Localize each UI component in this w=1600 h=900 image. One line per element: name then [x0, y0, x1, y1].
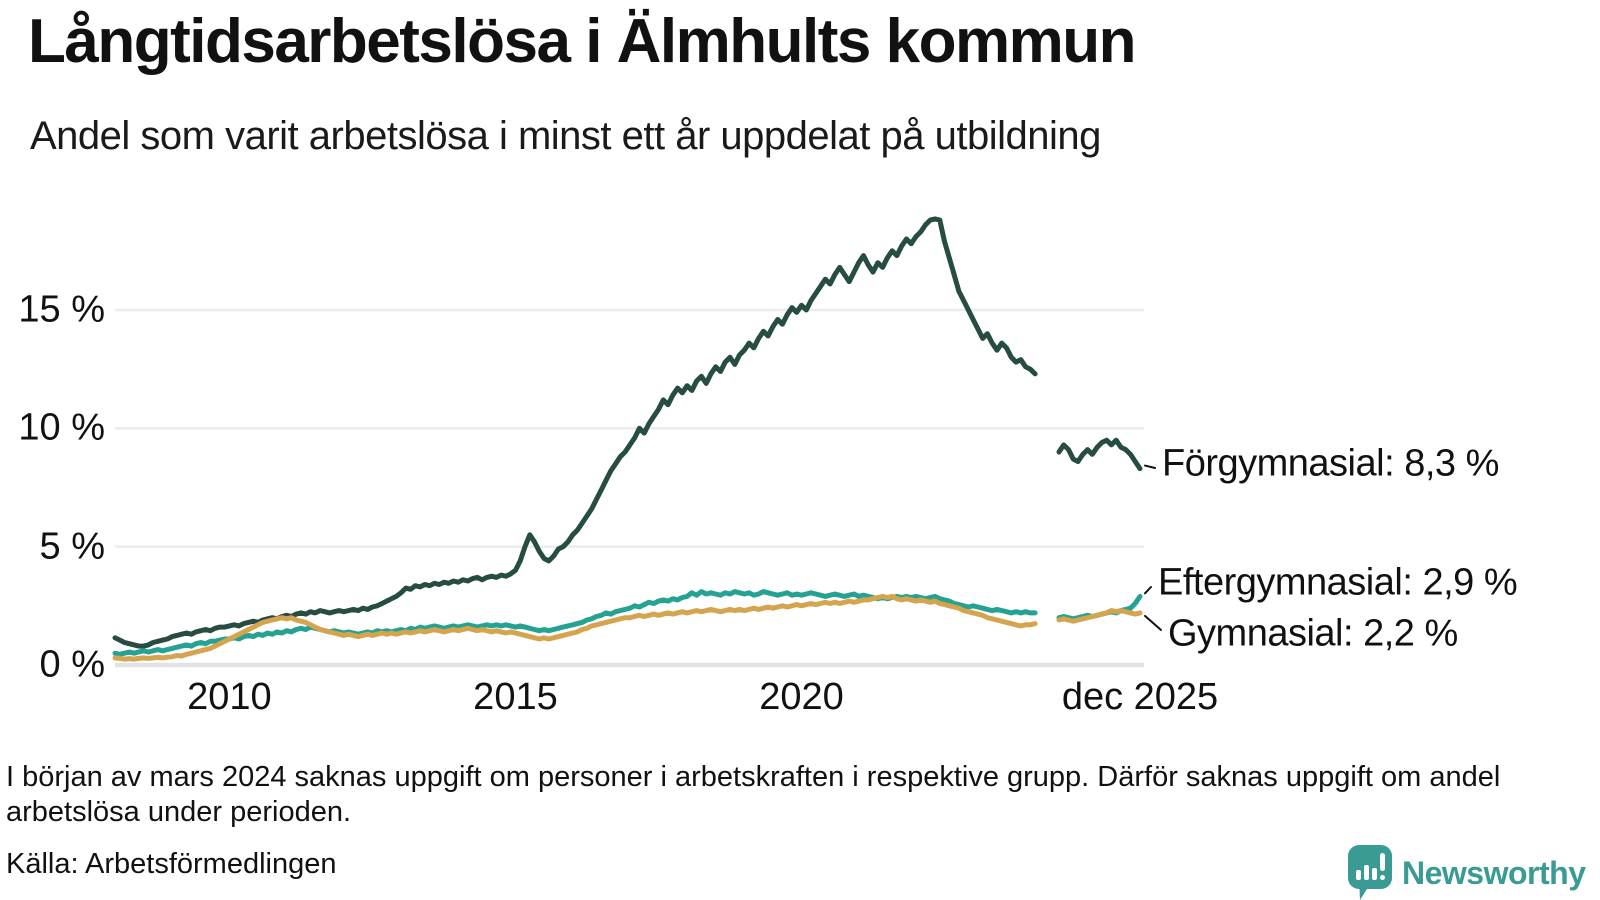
- page-title: Långtidsarbetslösa i Älmhults kommun: [28, 7, 1136, 76]
- newsworthy-logo: Newsworthy: [1348, 845, 1586, 900]
- series-label-forgymnasial: Förgymnasial: 8,3 %: [1162, 442, 1499, 485]
- newsworthy-bubble-chart-icon: [1348, 845, 1392, 900]
- y-axis-tick-label: 15 %: [18, 288, 105, 331]
- x-axis-tick-label: 2020: [759, 676, 844, 718]
- label-connector: [1144, 614, 1162, 631]
- source-note: Källa: Arbetsförmedlingen: [6, 848, 337, 880]
- y-axis-tick-label: 0 %: [39, 643, 105, 686]
- page-subtitle: Andel som varit arbetslösa i minst ett å…: [30, 114, 1101, 158]
- series-line-gymnasial: [112, 593, 1143, 662]
- y-axis-tick-label: 10 %: [18, 406, 105, 449]
- footnote-missing-data: I början av mars 2024 saknas uppgift om …: [6, 761, 1501, 828]
- x-axis-tick-label: 2015: [473, 676, 558, 718]
- series-line-förgymnasial: [112, 216, 1143, 649]
- x-axis-tick-label: 2010: [187, 676, 272, 718]
- label-connector: [1144, 464, 1156, 469]
- series-label-gymnasial: Gymnasial: 2,2 %: [1168, 612, 1458, 655]
- series-label-eftergymnasial: Eftergymnasial: 2,9 %: [1158, 561, 1518, 604]
- y-axis-tick-label: 5 %: [39, 525, 105, 568]
- x-axis-tick-label: dec 2025: [1061, 676, 1219, 718]
- newsworthy-wordmark: Newsworthy: [1402, 854, 1586, 891]
- label-connector: [1144, 586, 1152, 595]
